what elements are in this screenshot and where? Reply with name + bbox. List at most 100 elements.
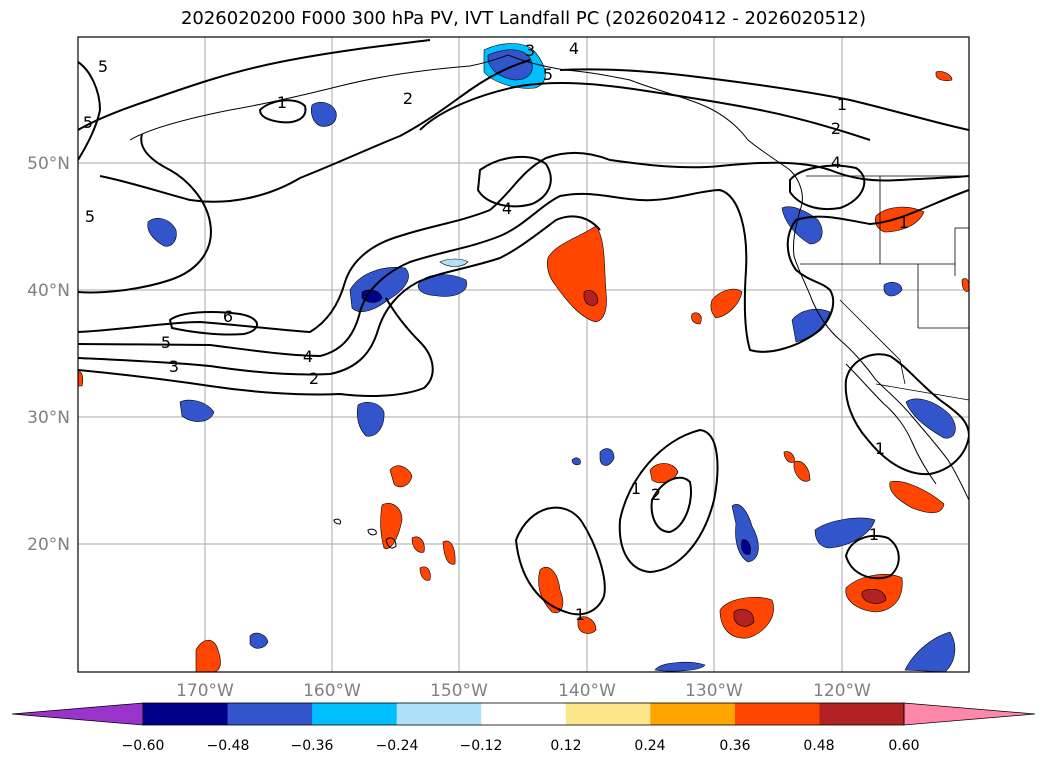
lon-label-160w: 160°W (303, 681, 361, 701)
longitude-labels: 170°W 160°W 150°W 140°W 130°W 120°W (176, 681, 871, 701)
contour-label: 4 (569, 39, 579, 58)
pv-contour-1-aleutian (258, 99, 307, 124)
pv-contour-6 (168, 311, 258, 336)
lat-label-40n: 40°N (27, 281, 70, 301)
ivt-positive-anomalies (78, 71, 969, 672)
baja-peninsula (845, 363, 937, 485)
colorbar-segment (481, 703, 567, 725)
lat-label-50n: 50°N (27, 154, 70, 174)
colorbar-segments (143, 703, 905, 725)
coastlines (129, 54, 969, 549)
pv-contour-1-trough (618, 428, 719, 574)
pv-contour-4-closed (476, 155, 552, 208)
contour-label: 1 (631, 479, 641, 498)
pv-contour-1-east (559, 68, 969, 131)
lon-label-130w: 130°W (685, 681, 743, 701)
contour-label: 5 (98, 57, 108, 76)
contour-label: 1 (899, 213, 909, 232)
contour-label: 1 (875, 439, 885, 458)
pv-contour-2-trough (650, 476, 692, 534)
plot-title: 2026020200 F000 300 hPa PV, IVT Landfall… (180, 8, 867, 29)
pos-anomaly-south-central-2 (577, 616, 597, 634)
pv-contour-labels: 5 5 5 1 2 3 4 5 1 2 4 4 6 5 3 4 2 1 1 2 … (83, 39, 909, 624)
neg-anomaly-south-2 (814, 517, 876, 549)
map-background (78, 37, 969, 672)
pv-contour-2-east (419, 82, 871, 141)
pv-contour-1-south (514, 506, 606, 616)
pv-contour-5-west (78, 133, 212, 294)
pos-anomaly-offshore-ca (710, 288, 743, 319)
colorbar-tick-label: −0.60 (122, 738, 165, 754)
pv-contour-4 (78, 188, 969, 358)
map-frame (77, 36, 970, 673)
graticule (78, 37, 969, 672)
contour-label: 5 (83, 113, 93, 132)
colorbar-tick-label: −0.48 (207, 738, 250, 754)
contour-label: 5 (543, 65, 553, 84)
colorbar-tick-label: 0.12 (550, 738, 581, 754)
pv-contour-2-north (78, 39, 431, 131)
pv-contour-1-mexico (844, 535, 900, 580)
neg-anomaly-sub-west (179, 399, 215, 422)
contour-label: 1 (575, 605, 585, 624)
contour-label: 2 (403, 89, 413, 108)
pos-anomaly-central-pacific-core (583, 290, 599, 306)
contour-label: 6 (223, 307, 233, 326)
neg-anomaly-central (417, 274, 467, 297)
contour-label: 5 (85, 207, 95, 226)
contour-label: 5 (161, 333, 171, 352)
pos-anomaly-canada (935, 71, 953, 82)
hawaii-kauai (333, 518, 341, 525)
neg-anomaly-south-4 (571, 457, 581, 466)
neg-anomaly-south-5 (249, 632, 269, 649)
neg-anomaly-central-small (439, 258, 469, 267)
colorbar-tick-label: −0.24 (376, 738, 419, 754)
lon-label-140w: 140°W (558, 681, 616, 701)
colorbar-segment (312, 703, 398, 725)
colorbar-ticks: −0.60 −0.48 −0.36 −0.24 −0.12 0.12 0.24 … (122, 738, 920, 754)
lon-label-170w: 170°W (176, 681, 234, 701)
neg-anomaly-bottom (654, 661, 706, 672)
contour-label: 3 (525, 41, 535, 60)
colorbar-tick-label: 0.60 (888, 738, 919, 754)
neg-anomaly-nevada (883, 281, 903, 297)
pos-anomaly-small-1 (691, 312, 702, 325)
pv-contour-3 (78, 215, 601, 376)
pos-anomaly-hawaii-1 (380, 502, 403, 550)
colorbar-segment (143, 703, 229, 725)
pos-anomaly-hawaii-3 (442, 540, 456, 565)
pv-contours (78, 39, 969, 616)
political-borders (800, 175, 969, 401)
lon-label-120w: 120°W (813, 681, 871, 701)
north-america-coast (129, 54, 969, 501)
pv-contour-5-corner (78, 61, 102, 161)
colorbar-tick-label: 0.36 (719, 738, 750, 754)
neg-anomaly-west (147, 217, 177, 247)
colorbar-segment (650, 703, 736, 725)
neg-anomaly-se-corner (904, 631, 956, 672)
neg-anomaly-south-1-core (741, 539, 751, 555)
neg-anomaly-south-3 (599, 448, 615, 466)
neg-anomaly-sub-central (356, 402, 385, 437)
pv-contour-4-pnw (789, 164, 866, 210)
pos-anomaly-trough (649, 463, 679, 484)
colorbar-tick-label: −0.12 (460, 738, 503, 754)
neg-anomaly-jet-core (361, 289, 383, 303)
neg-anomaly-baja (905, 398, 956, 439)
us-mexico-border (875, 383, 969, 401)
map-content (78, 37, 969, 672)
contour-label: 2 (651, 485, 661, 504)
pos-anomaly-hawaii-2 (411, 536, 425, 553)
latitude-labels: 50°N 40°N 30°N 20°N (27, 154, 70, 555)
colorbar-segment (227, 703, 313, 725)
colorbar-frame (142, 702, 905, 726)
neg-anomaly-aleutian (310, 102, 337, 127)
pos-anomaly-south-east-core (733, 609, 755, 627)
contour-label: 4 (303, 347, 313, 366)
contour-label: 4 (831, 153, 841, 172)
colorbar-extend-high (903, 702, 1036, 726)
contour-label: 4 (502, 199, 512, 218)
pos-anomaly-baja-s (889, 480, 945, 514)
pos-anomaly-small-3 (793, 460, 811, 482)
